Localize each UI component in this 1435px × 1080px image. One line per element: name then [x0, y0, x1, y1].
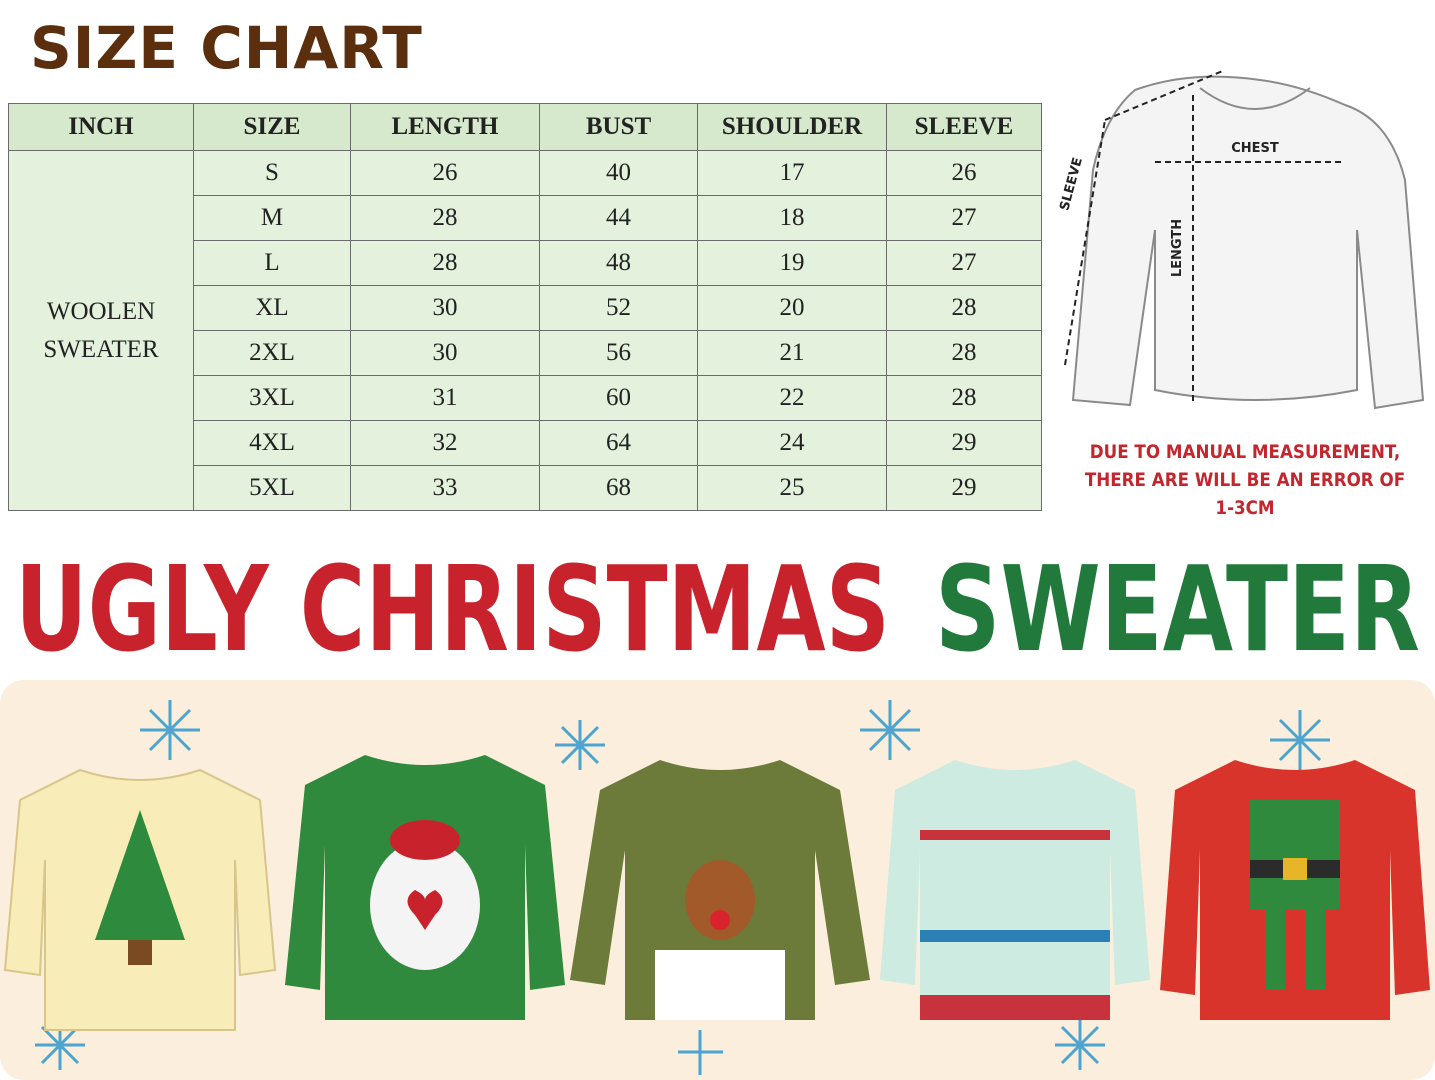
- value-cell: 60: [539, 375, 698, 421]
- header-cell: INCH: [8, 103, 194, 151]
- value-cell: 28: [886, 330, 1042, 376]
- value-cell: 48: [539, 240, 698, 286]
- value-cell: 18: [697, 195, 887, 241]
- value-cell: 52: [539, 285, 698, 331]
- group-cell: WOOLEN SWEATER: [8, 150, 194, 511]
- sweater-outline: [1071, 75, 1425, 410]
- size-cell: M: [193, 195, 351, 241]
- value-cell: 27: [886, 240, 1042, 286]
- header-cell: SLEEVE: [886, 103, 1042, 151]
- banner-red: UGLY CHRISTMAS: [15, 540, 890, 675]
- value-cell: 33: [350, 465, 540, 511]
- value-cell: 24: [697, 420, 887, 466]
- value-cell: 21: [697, 330, 887, 376]
- value-cell: 30: [350, 285, 540, 331]
- header-cell: LENGTH: [350, 103, 540, 151]
- value-cell: 64: [539, 420, 698, 466]
- sweater-yellow: [3, 768, 277, 1031]
- value-cell: 17: [697, 150, 887, 196]
- size-table: INCH SIZE LENGTH BUST SHOULDER SLEEVE WOOLEN S…: [0, 0, 1045, 515]
- value-cell: 29: [886, 465, 1042, 511]
- value-cell: 26: [350, 150, 540, 196]
- size-cell: S: [193, 150, 351, 196]
- value-cell: 28: [350, 195, 540, 241]
- banner-green: SWEATER: [935, 540, 1420, 675]
- value-cell: 20: [697, 285, 887, 331]
- measure-diagram: CHEST LENGTH SLEEVE: [1057, 69, 1425, 410]
- size-cell: 4XL: [193, 420, 351, 466]
- note-line: DUE TO MANUAL MEASUREMENT,: [1089, 441, 1401, 463]
- value-cell: 28: [886, 375, 1042, 421]
- banner: UGLY CHRISTMAS SWEATER: [14, 539, 1422, 676]
- size-cell: 5XL: [193, 465, 351, 511]
- value-cell: 31: [350, 375, 540, 421]
- size-cell: 3XL: [193, 375, 351, 421]
- header-cell: SIZE: [193, 103, 351, 151]
- note-line: THERE ARE WILL BE AN ERROR OF 1-3CM: [1084, 469, 1406, 519]
- sweater-mint: [880, 760, 1150, 1020]
- collar: [1199, 87, 1311, 110]
- value-cell: 28: [886, 285, 1042, 331]
- value-cell: 56: [539, 330, 698, 376]
- header-cell: SHOULDER: [697, 103, 887, 151]
- header-cell: BUST: [539, 103, 698, 151]
- value-cell: 27: [886, 195, 1042, 241]
- value-cell: 22: [697, 375, 887, 421]
- size-cell: L: [193, 240, 351, 286]
- value-cell: 40: [539, 150, 698, 196]
- value-cell: 28: [350, 240, 540, 286]
- sweater-green: [285, 755, 565, 1020]
- sleeve-line: [1064, 119, 1106, 366]
- value-cell: 26: [886, 150, 1042, 196]
- sleeve-line: [1104, 69, 1226, 121]
- illustration: [0, 680, 1435, 1080]
- sweater-olive: [570, 760, 870, 1020]
- sweater-red: [1160, 760, 1430, 1020]
- value-cell: 30: [350, 330, 540, 376]
- value-cell: 25: [697, 465, 887, 511]
- snowflakes: [35, 700, 1330, 1075]
- size-cell: 2XL: [193, 330, 351, 376]
- title: SIZE CHART: [30, 14, 423, 82]
- value-cell: 44: [539, 195, 698, 241]
- value-cell: 68: [539, 465, 698, 511]
- sleeve-label: SLEEVE: [1057, 156, 1086, 212]
- note: DUE TO MANUAL MEASUREMENT, THERE ARE WIL…: [1082, 438, 1408, 522]
- value-cell: 32: [350, 420, 540, 466]
- chest-label: CHEST: [1231, 141, 1279, 156]
- size-cell: XL: [193, 285, 351, 331]
- length-label: LENGTH: [1170, 219, 1185, 277]
- value-cell: 19: [697, 240, 887, 286]
- value-cell: 29: [886, 420, 1042, 466]
